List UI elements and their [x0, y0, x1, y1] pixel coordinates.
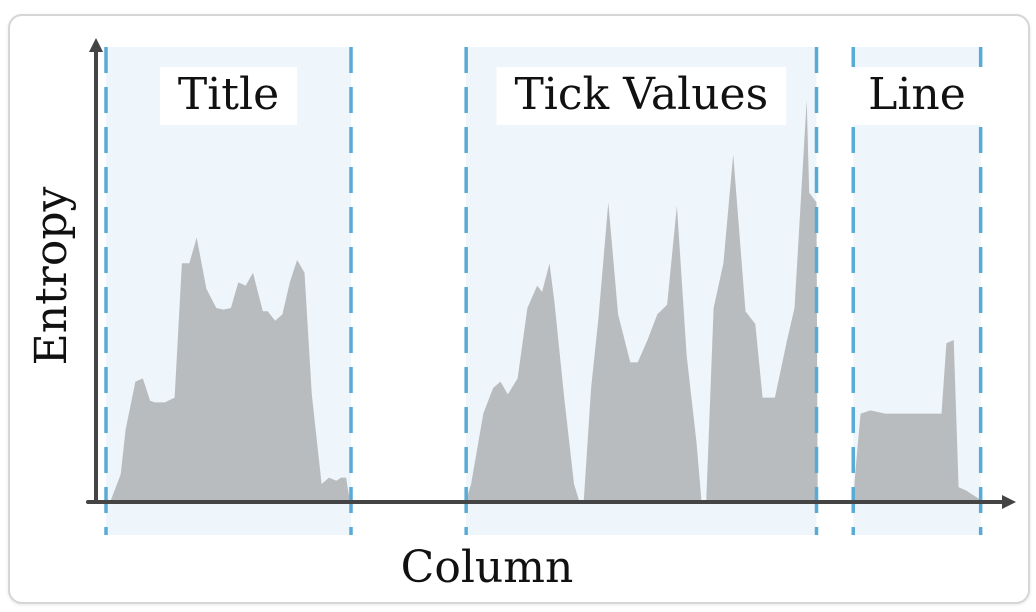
region-label-layer: Title Tick Values Line — [159, 67, 984, 125]
area-layer — [106, 100, 981, 500]
region-label-box-title — [159, 67, 298, 125]
x-axis-arrowhead — [1002, 495, 1016, 509]
divider-layer — [104, 47, 983, 535]
region-label-line: Line — [868, 69, 966, 120]
y-axis-arrowhead — [89, 38, 103, 52]
entropy-area-segment-1 — [106, 237, 351, 500]
region-label-box-line — [850, 67, 984, 125]
axis-layer — [86, 38, 1016, 509]
entropy-area-segment-2 — [466, 100, 981, 500]
x-axis-label: Column — [401, 542, 574, 593]
region-label-tick-values: Tick Values — [514, 69, 768, 120]
region-label-title: Title — [178, 69, 279, 120]
region-label-box-tick-values — [496, 67, 787, 125]
y-axis-label: Entropy — [26, 187, 77, 366]
